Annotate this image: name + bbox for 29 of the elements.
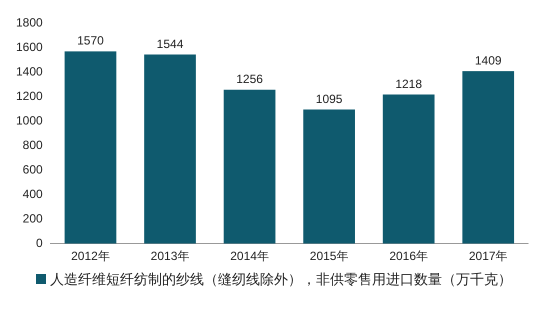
bar xyxy=(382,94,435,244)
y-tick-label: 1200 xyxy=(16,88,44,103)
bar xyxy=(462,71,514,244)
bar xyxy=(224,90,276,244)
y-tick-label: 200 xyxy=(22,211,44,226)
y-tick-label: 1600 xyxy=(16,40,44,54)
bar xyxy=(64,51,116,244)
x-tick-label: 2013年 xyxy=(150,249,190,264)
x-tick-label: 2014年 xyxy=(230,249,269,264)
data-label: 1218 xyxy=(395,76,422,91)
bar xyxy=(144,54,196,244)
y-tick-label: 600 xyxy=(22,162,44,176)
y-tick-label: 1000 xyxy=(16,113,44,128)
x-tick-label: 2016年 xyxy=(389,249,428,264)
data-label: 1544 xyxy=(156,36,184,51)
x-tick-label: 2015年 xyxy=(310,249,348,264)
data-label: 1095 xyxy=(316,92,343,106)
y-tick-label: 1400 xyxy=(16,64,44,78)
x-tick-label: 2017年 xyxy=(468,249,508,264)
y-tick-label: 1800 xyxy=(16,16,44,30)
x-tick-label: 2012年 xyxy=(71,249,110,264)
y-tick-label: 400 xyxy=(22,186,44,201)
y-tick-label: 0 xyxy=(36,236,44,250)
data-label: 1570 xyxy=(77,34,104,48)
bar xyxy=(303,110,355,244)
legend-label: 人造纤维短纤纺制的纱线（缝纫线除外），非供零售用进口数量（万千克） xyxy=(50,272,512,288)
y-tick-label: 800 xyxy=(22,138,44,152)
data-label: 1409 xyxy=(474,53,502,68)
data-label: 1256 xyxy=(236,72,264,86)
